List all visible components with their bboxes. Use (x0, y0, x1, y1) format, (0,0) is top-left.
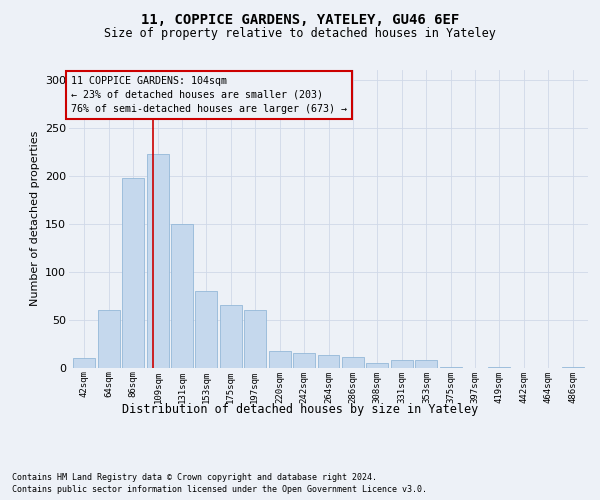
Bar (147, 154, 169, 368)
Y-axis label: Number of detached properties: Number of detached properties (29, 131, 40, 306)
Bar (317, 355, 340, 368)
Text: 11, COPPICE GARDENS, YATELEY, GU46 6EF: 11, COPPICE GARDENS, YATELEY, GU46 6EF (141, 12, 459, 26)
Bar (415, 360, 437, 368)
Bar (122, 178, 144, 368)
Bar (244, 310, 266, 368)
Bar (98, 310, 119, 368)
Text: Contains HM Land Registry data © Crown copyright and database right 2024.: Contains HM Land Registry data © Crown c… (12, 472, 377, 482)
Bar (366, 362, 388, 368)
Bar (220, 305, 242, 368)
Bar (562, 366, 584, 368)
Bar (269, 351, 291, 368)
Bar (391, 360, 413, 368)
Text: 11 COPPICE GARDENS: 104sqm
← 23% of detached houses are smaller (203)
76% of sem: 11 COPPICE GARDENS: 104sqm ← 23% of deta… (71, 76, 347, 114)
Text: Size of property relative to detached houses in Yateley: Size of property relative to detached ho… (104, 28, 496, 40)
Bar (341, 357, 364, 368)
Bar (488, 366, 510, 368)
Bar (196, 290, 217, 368)
Bar (73, 358, 95, 368)
Bar (293, 353, 316, 368)
Text: Distribution of detached houses by size in Yateley: Distribution of detached houses by size … (122, 402, 478, 415)
Text: Contains public sector information licensed under the Open Government Licence v3: Contains public sector information licen… (12, 485, 427, 494)
Bar (171, 224, 193, 368)
Bar (440, 366, 461, 368)
